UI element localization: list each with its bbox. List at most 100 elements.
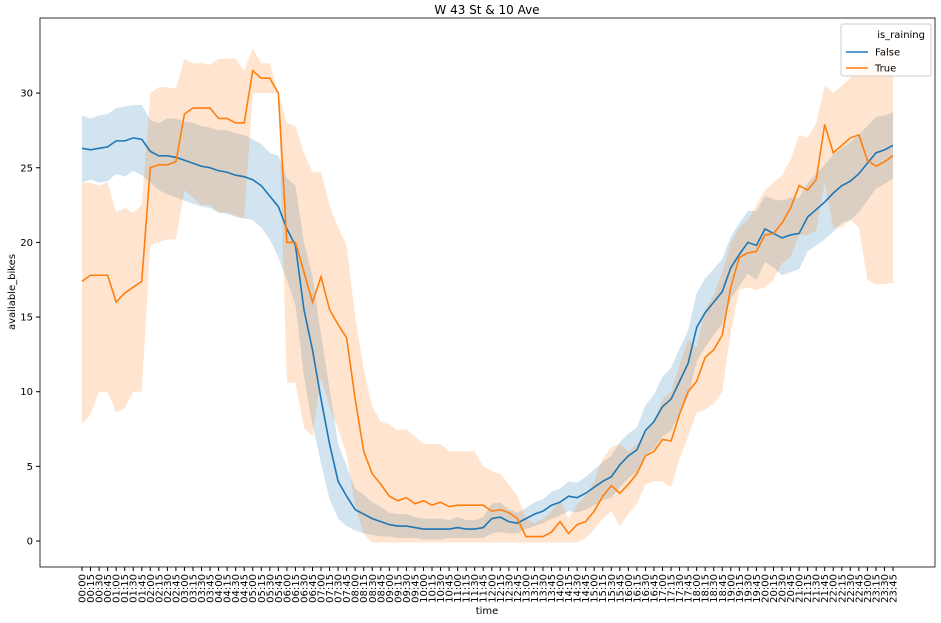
x-tick-label: 01:15 xyxy=(120,574,131,603)
x-tick-label: 21:30 xyxy=(812,574,823,603)
x-tick-label: 07:45 xyxy=(342,574,353,603)
x-tick-label: 02:15 xyxy=(154,574,165,603)
y-tick-label: 20 xyxy=(20,238,33,249)
x-tick-label: 16:30 xyxy=(641,574,652,603)
x-tick-label: 02:30 xyxy=(163,574,174,603)
x-tick-label: 01:00 xyxy=(112,574,123,603)
x-tick-label: 08:15 xyxy=(359,574,370,603)
x-tick-label: 03:00 xyxy=(180,574,191,603)
x-tick-label: 05:30 xyxy=(265,574,276,603)
x-tick-label: 14:00 xyxy=(556,574,567,603)
x-tick-label: 20:30 xyxy=(778,574,789,603)
x-tick-label: 03:45 xyxy=(206,574,217,603)
x-tick-label: 13:15 xyxy=(530,574,541,603)
x-tick-label: 06:30 xyxy=(299,574,310,603)
x-tick-label: 08:30 xyxy=(368,574,379,603)
x-tick-label: 22:15 xyxy=(837,574,848,603)
x-tick-label: 14:45 xyxy=(581,574,592,603)
x-tick-label: 14:30 xyxy=(573,574,584,603)
y-tick-label: 25 xyxy=(20,163,33,174)
x-tick-label: 04:30 xyxy=(231,574,242,603)
x-tick-label: 05:45 xyxy=(274,574,285,603)
confidence-band xyxy=(82,48,893,543)
x-tick-label: 12:00 xyxy=(487,574,498,603)
x-tick-label: 18:45 xyxy=(718,574,729,603)
x-tick-label: 00:45 xyxy=(103,574,114,603)
x-tick-label: 17:15 xyxy=(667,574,678,603)
x-tick-label: 00:15 xyxy=(86,574,97,603)
x-tick-label: 20:15 xyxy=(769,574,780,603)
x-tick-label: 02:00 xyxy=(146,574,157,603)
x-tick-label: 03:30 xyxy=(197,574,208,603)
line xyxy=(81,137,894,530)
x-tick-label: 10:00 xyxy=(419,574,430,603)
x-tick-label: 00:00 xyxy=(78,574,89,603)
x-axis-label: time xyxy=(476,606,499,617)
y-tick-label: 10 xyxy=(20,387,33,398)
y-tick-label: 5 xyxy=(27,462,33,473)
x-tick-label: 09:45 xyxy=(410,574,421,603)
plot-frame xyxy=(39,17,936,568)
y-tick-label: 0 xyxy=(27,537,33,548)
x-tick-label: 19:45 xyxy=(752,574,763,603)
x-tick-label: 09:30 xyxy=(402,574,413,603)
x-tick-label: 10:30 xyxy=(436,574,447,603)
x-tick-label: 06:00 xyxy=(282,574,293,603)
x-tick-label: 21:15 xyxy=(803,574,814,603)
x-tick-label: 00:30 xyxy=(95,574,106,603)
x-tick-label: 12:30 xyxy=(504,574,515,603)
x-tick-label: 18:15 xyxy=(701,574,712,603)
x-tick-label: 20:00 xyxy=(760,574,771,603)
legend-title: is_raining xyxy=(877,30,925,41)
legend-box xyxy=(840,23,932,77)
x-tick-label: 23:15 xyxy=(871,574,882,603)
x-tick-label: 12:15 xyxy=(496,574,507,603)
x-tick-label: 19:15 xyxy=(735,574,746,603)
x-tick-label: 09:00 xyxy=(385,574,396,603)
x-tick-label: 09:15 xyxy=(393,574,404,603)
x-tick-label: 15:15 xyxy=(598,574,609,603)
x-tick-label: 19:30 xyxy=(743,574,754,603)
x-tick-label: 14:15 xyxy=(564,574,575,603)
x-tick-label: 05:15 xyxy=(257,574,268,603)
x-tick-label: 02:45 xyxy=(171,574,182,603)
x-tick-label: 06:45 xyxy=(308,574,319,603)
x-tick-label: 07:30 xyxy=(334,574,345,603)
x-tick-label: 04:45 xyxy=(240,574,251,603)
x-tick-label: 05:00 xyxy=(248,574,259,603)
line xyxy=(81,69,894,538)
x-tick-label: 10:15 xyxy=(428,574,439,603)
x-tick-label: 22:45 xyxy=(854,574,865,603)
x-tick-label: 17:00 xyxy=(658,574,669,603)
chart-title: W 43 St & 10 Ave xyxy=(434,3,539,17)
x-tick-label: 13:45 xyxy=(547,574,558,603)
x-tick-label: 17:30 xyxy=(675,574,686,603)
x-tick-label: 19:00 xyxy=(726,574,737,603)
x-tick-label: 11:30 xyxy=(470,574,481,603)
x-tick-label: 22:30 xyxy=(846,574,857,603)
x-tick-label: 16:15 xyxy=(632,574,643,603)
legend-label: False xyxy=(875,48,900,59)
x-tick-label: 13:00 xyxy=(521,574,532,603)
x-tick-label: 22:00 xyxy=(829,574,840,603)
x-tick-label: 13:30 xyxy=(538,574,549,603)
legend-label: True xyxy=(874,64,896,75)
x-tick-label: 04:00 xyxy=(214,574,225,603)
x-tick-label: 23:00 xyxy=(863,574,874,603)
x-tick-label: 16:45 xyxy=(649,574,660,603)
x-tick-label: 11:00 xyxy=(453,574,464,603)
x-tick-label: 11:15 xyxy=(462,574,473,603)
x-tick-label: 17:45 xyxy=(684,574,695,603)
y-axis-label: available_bikes xyxy=(7,254,18,330)
y-tick-label: 30 xyxy=(20,89,33,100)
x-tick-label: 01:30 xyxy=(129,574,140,603)
x-tick-label: 16:00 xyxy=(624,574,635,603)
x-tick-label: 08:00 xyxy=(351,574,362,603)
x-tick-label: 04:15 xyxy=(223,574,234,603)
x-tick-label: 23:45 xyxy=(889,574,900,603)
x-tick-label: 11:45 xyxy=(479,574,490,603)
x-tick-label: 23:30 xyxy=(880,574,891,603)
x-tick-label: 18:00 xyxy=(692,574,703,603)
